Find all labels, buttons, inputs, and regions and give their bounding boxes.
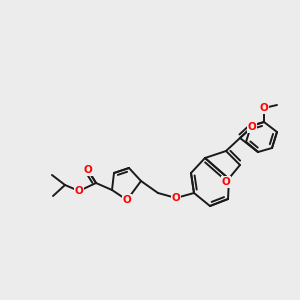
Text: O: O	[84, 165, 92, 175]
Text: O: O	[172, 193, 180, 203]
Text: O: O	[248, 122, 256, 132]
Text: O: O	[260, 103, 268, 113]
Text: O: O	[75, 186, 83, 196]
Text: O: O	[222, 177, 230, 187]
Text: O: O	[123, 195, 131, 205]
